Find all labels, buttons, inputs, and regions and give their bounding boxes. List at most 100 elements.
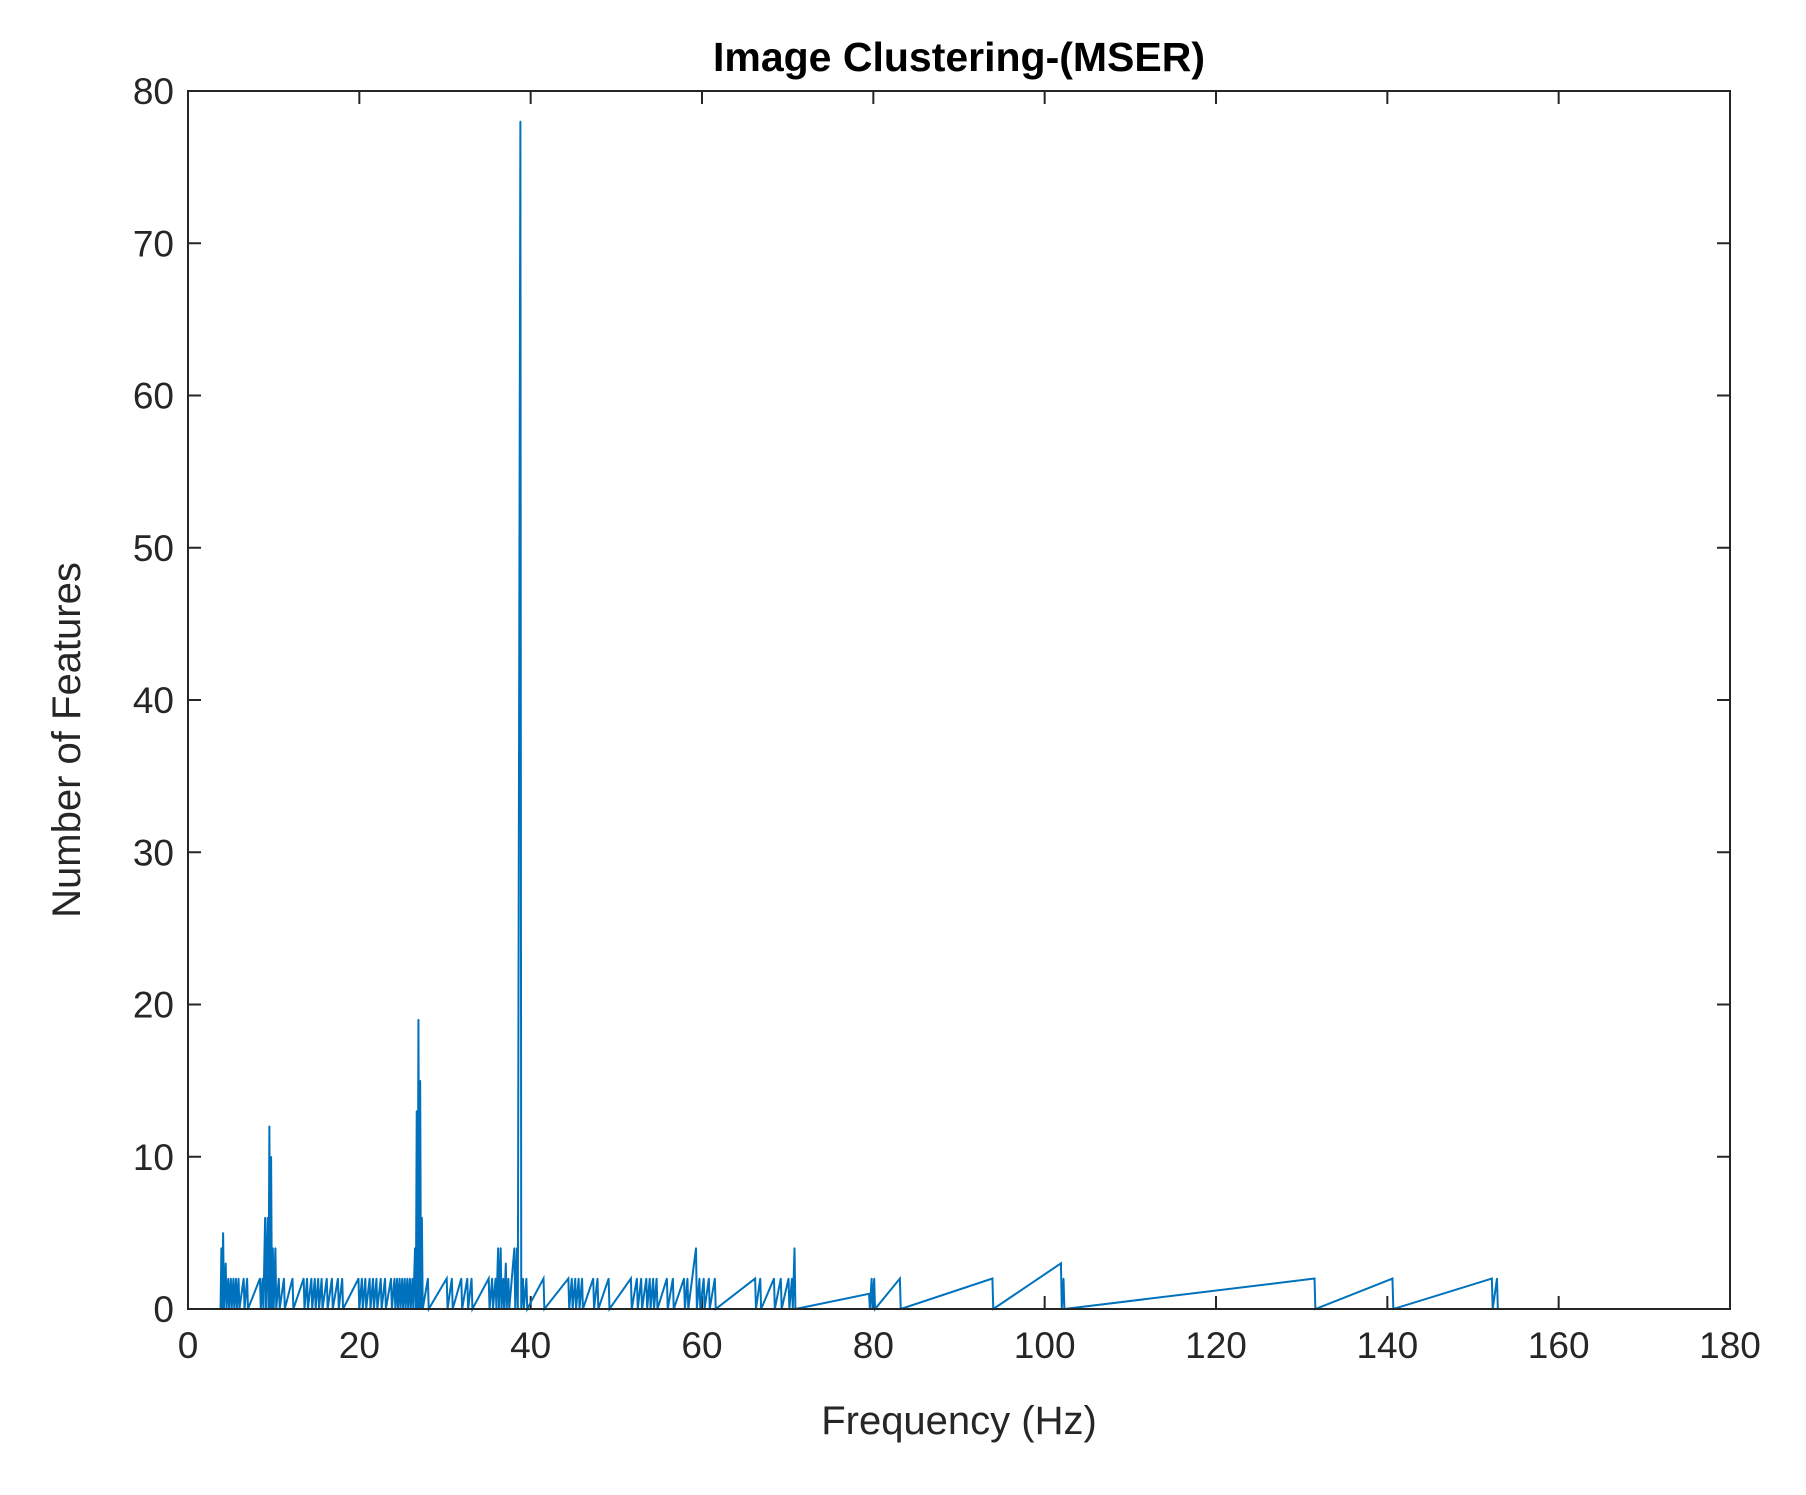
data-point	[451, 1277, 453, 1280]
data-point	[291, 1277, 294, 1280]
data-point	[421, 1216, 423, 1219]
data-point	[246, 1277, 248, 1280]
data-point	[505, 1262, 507, 1265]
data-point	[470, 1277, 473, 1280]
y-axis-label: Number of Features	[45, 562, 89, 918]
data-point	[666, 1277, 668, 1280]
data-point	[357, 1277, 360, 1280]
data-point	[222, 1232, 224, 1234]
data-point	[306, 1277, 308, 1280]
data-point	[519, 120, 522, 123]
data-point	[237, 1277, 240, 1280]
data-point	[224, 1262, 227, 1265]
data-point	[708, 1277, 710, 1280]
data-point	[232, 1277, 235, 1280]
data-point	[525, 1277, 528, 1280]
data-point	[1391, 1277, 1394, 1280]
x-tick-label: 20	[339, 1325, 380, 1366]
data-point	[274, 1247, 277, 1249]
data-point	[1496, 1277, 1498, 1280]
data-point	[337, 1277, 339, 1280]
data-point	[379, 1277, 382, 1280]
data-point	[793, 1247, 796, 1249]
data-point	[648, 1277, 651, 1280]
data-point	[411, 1277, 414, 1280]
series-line	[219, 121, 1730, 1313]
data-point	[574, 1277, 577, 1280]
axes: 0 20 40 60 80 100 120 140 160 180 0 10 20 30 40 50 60 70 8…	[133, 71, 1761, 1366]
plot-frame	[187, 90, 1731, 1310]
data-point	[302, 1277, 305, 1280]
data-point	[494, 1277, 497, 1280]
data-point	[581, 1277, 583, 1280]
data-point	[427, 1277, 429, 1280]
data-point	[264, 1216, 266, 1219]
data-point	[414, 1247, 416, 1249]
data-point	[695, 1247, 697, 1249]
data-point	[870, 1277, 873, 1280]
data-point	[567, 1277, 570, 1280]
data-point	[331, 1277, 333, 1280]
data-point	[577, 1277, 580, 1280]
data-point	[390, 1277, 392, 1280]
data-point	[607, 1277, 610, 1280]
data-point	[409, 1277, 411, 1280]
data-point	[317, 1277, 320, 1280]
data-point	[502, 1277, 505, 1280]
data-point	[513, 1247, 516, 1249]
x-tick-label: 140	[1356, 1325, 1418, 1366]
data-point	[787, 1277, 790, 1280]
data-point	[393, 1277, 396, 1280]
data-point	[406, 1277, 409, 1280]
data-point	[368, 1277, 371, 1280]
x-tick-label: 80	[853, 1325, 894, 1366]
data-point	[313, 1277, 316, 1280]
data-point	[401, 1277, 403, 1280]
y-tick-label: 10	[133, 1137, 174, 1178]
data-point	[686, 1277, 689, 1280]
data-point	[1060, 1262, 1062, 1265]
data-point	[396, 1277, 398, 1280]
data-point	[310, 1277, 313, 1280]
data-point	[499, 1247, 502, 1249]
data-point	[417, 1018, 420, 1021]
data-point	[460, 1277, 463, 1280]
x-tick-label: 0	[178, 1325, 199, 1366]
data-point	[242, 1277, 245, 1280]
data-point	[714, 1277, 716, 1280]
data-point	[645, 1277, 648, 1280]
data-point	[655, 1277, 658, 1280]
data-point	[1313, 1277, 1316, 1280]
data-point	[268, 1125, 271, 1128]
data-point	[372, 1277, 374, 1280]
chart-title: Image Clustering-(MSER)	[713, 34, 1205, 80]
y-tick-label: 20	[133, 985, 174, 1026]
data-point	[791, 1277, 793, 1280]
data-point	[266, 1216, 269, 1219]
data-point	[278, 1277, 280, 1280]
data-point	[592, 1277, 595, 1280]
data-point	[570, 1277, 573, 1280]
y-tick-label: 60	[133, 376, 174, 417]
data-point	[272, 1247, 274, 1249]
y-tick-label: 50	[133, 528, 174, 569]
data-point	[361, 1277, 363, 1280]
data-point	[235, 1277, 237, 1280]
y-tick-label: 80	[133, 71, 174, 112]
data-point	[780, 1277, 782, 1280]
data-point	[516, 1247, 518, 1249]
data-point	[398, 1277, 401, 1280]
data-point	[630, 1277, 632, 1280]
y-tick-label: 30	[133, 832, 174, 873]
data-point	[773, 1277, 775, 1280]
data-point	[636, 1277, 638, 1280]
data-point	[320, 1277, 323, 1280]
series-layer	[219, 120, 1730, 1313]
data-point	[415, 1110, 418, 1112]
x-tick-label: 60	[681, 1325, 722, 1366]
x-tick-label: 100	[1014, 1325, 1076, 1366]
data-point	[868, 1292, 870, 1295]
x-tick-label: 120	[1185, 1325, 1247, 1366]
